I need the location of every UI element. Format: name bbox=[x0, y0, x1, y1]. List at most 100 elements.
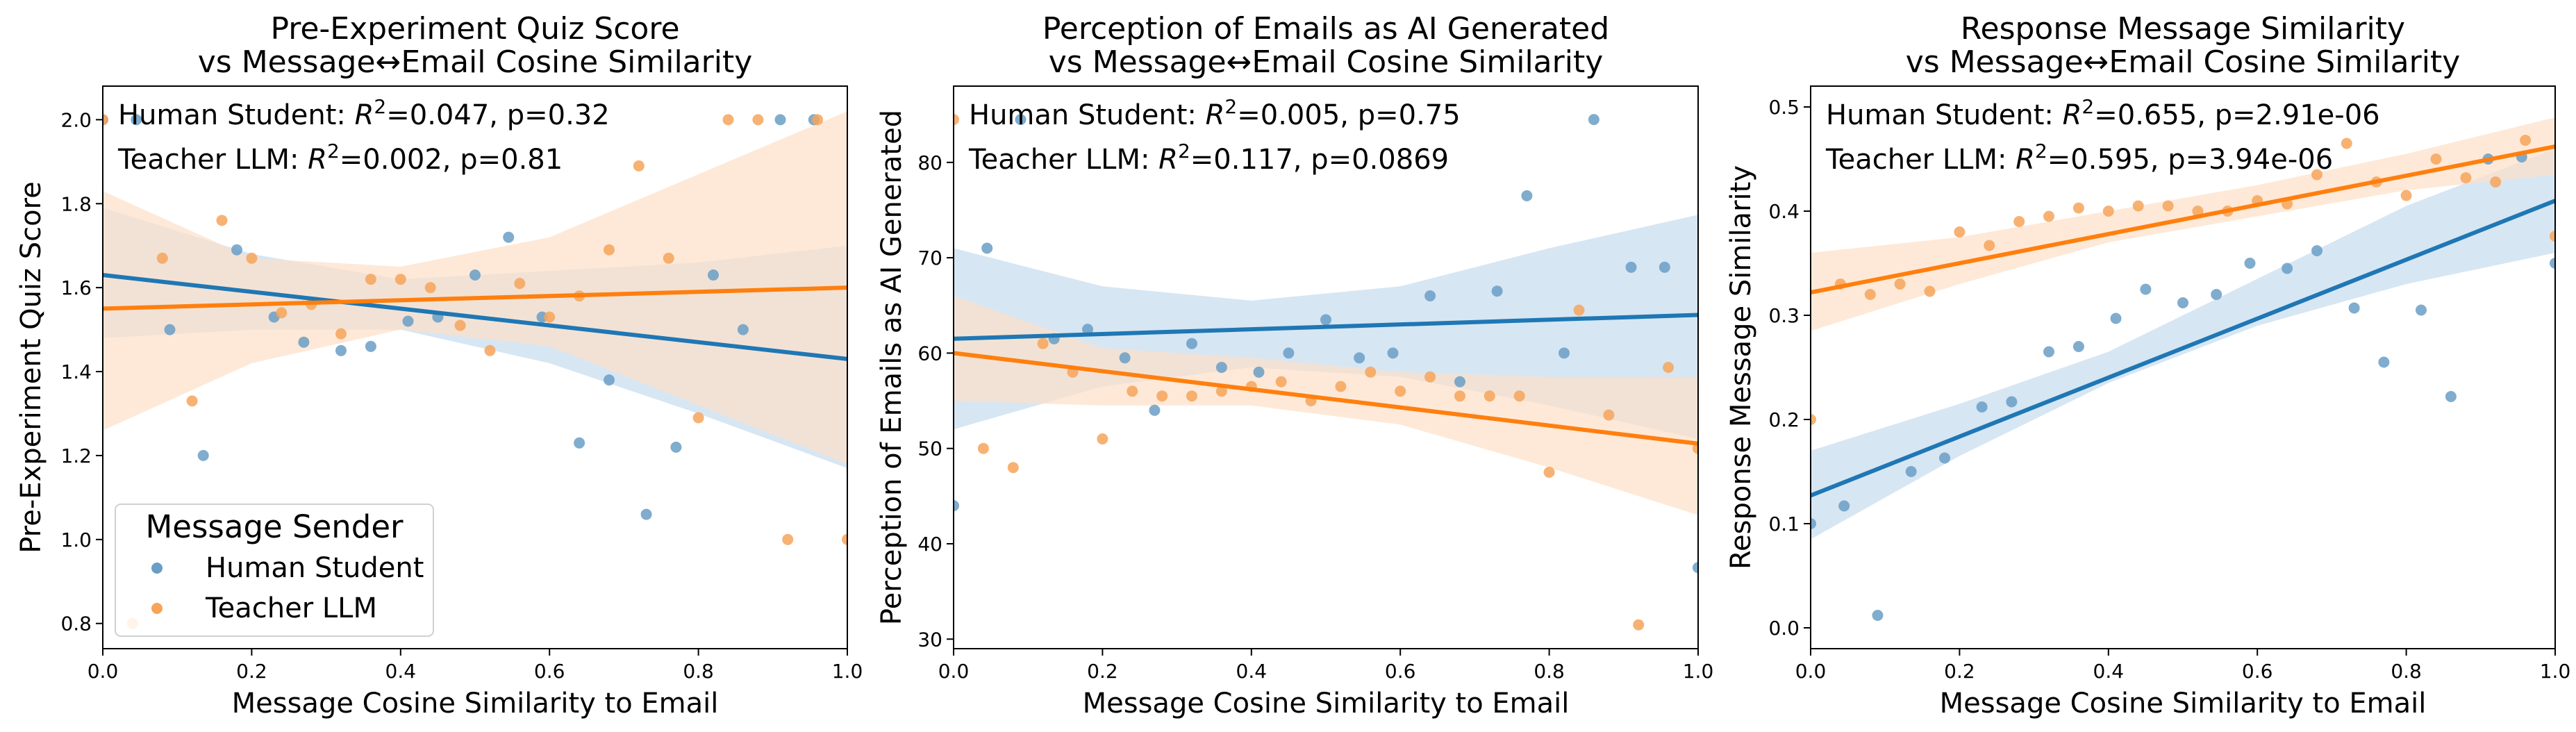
y-tick-label: 60 bbox=[917, 342, 942, 365]
x-tick-label: 0.2 bbox=[236, 660, 267, 683]
legend-label-teacher-llm: Teacher LLM bbox=[205, 592, 377, 624]
scatter-point-teacher-llm bbox=[2162, 200, 2174, 212]
y-tick-label: 2.0 bbox=[60, 108, 92, 131]
y-tick-label: 1.2 bbox=[60, 444, 92, 467]
scatter-point-teacher-llm bbox=[186, 395, 198, 407]
scatter-point-human-student bbox=[1253, 366, 1265, 378]
x-tick-label: 0.6 bbox=[1385, 660, 1416, 683]
regression-line-teacher-llm bbox=[954, 351, 1698, 446]
annotation-human-student: Human Student: R2=0.047, p=0.32 bbox=[118, 95, 610, 131]
scatter-point-human-student bbox=[1588, 114, 1599, 126]
scatter-point-human-student bbox=[470, 269, 481, 281]
x-tick-label: 0.8 bbox=[683, 660, 714, 683]
y-axis-label: Perception of Emails as AI Generated bbox=[876, 110, 908, 625]
scatter-point-teacher-llm bbox=[156, 252, 168, 264]
scatter-point-teacher-llm bbox=[103, 114, 108, 126]
scatter-point-teacher-llm bbox=[842, 533, 847, 545]
scatter-point-human-student bbox=[1872, 610, 1884, 621]
scatter-point-teacher-llm bbox=[1037, 338, 1049, 349]
x-tick-label: 0.8 bbox=[1534, 660, 1565, 683]
axes-frame bbox=[102, 85, 848, 649]
scatter-point-human-student bbox=[604, 374, 615, 386]
scatter-point-teacher-llm bbox=[1215, 385, 1227, 397]
scatter-point-teacher-llm bbox=[1395, 385, 1406, 397]
scatter-point-human-student bbox=[1811, 518, 1816, 529]
scatter-point-human-student bbox=[2378, 356, 2390, 368]
scatter-point-human-student bbox=[335, 344, 347, 356]
scatter-point-teacher-llm bbox=[1484, 390, 1495, 402]
scatter-point-teacher-llm bbox=[2102, 206, 2114, 217]
scatter-point-human-student bbox=[2110, 313, 2122, 324]
scatter-point-teacher-llm bbox=[454, 319, 466, 331]
scatter-point-teacher-llm bbox=[1513, 390, 1525, 402]
legend-box bbox=[115, 504, 434, 637]
plot-marks bbox=[103, 111, 847, 629]
regression-line-human-student bbox=[954, 313, 1698, 341]
scatter-point-human-student bbox=[231, 244, 242, 256]
scatter-point-human-student bbox=[574, 437, 585, 449]
y-axis-label: Pre-Experiment Quiz Score bbox=[15, 181, 47, 554]
legend-label-human-student: Human Student bbox=[206, 552, 424, 584]
scatter-point-human-student bbox=[1693, 562, 1698, 574]
regression-line-teacher-llm bbox=[1811, 144, 2555, 294]
scatter-point-teacher-llm bbox=[782, 533, 794, 545]
scatter-point-human-student bbox=[1015, 114, 1027, 126]
scatter-point-teacher-llm bbox=[1543, 467, 1555, 478]
scatter-point-teacher-llm bbox=[1365, 366, 1377, 378]
x-tick-label: 0.6 bbox=[2242, 660, 2273, 683]
y-tick-label: 80 bbox=[917, 151, 942, 174]
scatter-point-teacher-llm bbox=[1275, 376, 1287, 388]
scatter-point-human-student bbox=[1559, 347, 1570, 359]
scatter-point-human-student bbox=[1387, 347, 1399, 359]
x-tick-label: 0.4 bbox=[2093, 660, 2125, 683]
scatter-point-teacher-llm bbox=[335, 328, 347, 340]
scatter-point-teacher-llm bbox=[216, 215, 228, 226]
legend-marker-human-student bbox=[151, 563, 163, 574]
scatter-point-human-student bbox=[1149, 404, 1161, 416]
scatter-point-teacher-llm bbox=[1984, 240, 1995, 251]
scatter-point-human-student bbox=[2072, 341, 2084, 352]
chart-title-line1: Response Message Similarity bbox=[1961, 11, 2405, 47]
scatter-point-human-student bbox=[2140, 283, 2152, 295]
scatter-point-teacher-llm bbox=[1924, 285, 1936, 297]
scatter-point-human-student bbox=[2211, 289, 2222, 300]
scatter-point-human-student bbox=[1320, 314, 1331, 326]
scatter-point-teacher-llm bbox=[1811, 414, 1816, 425]
x-tick-label: 1.0 bbox=[832, 660, 863, 683]
scatter-point-human-student bbox=[365, 340, 376, 352]
scatter-point-teacher-llm bbox=[514, 278, 526, 290]
y-tick-label: 0.3 bbox=[1768, 304, 1800, 327]
scatter-point-human-student bbox=[2348, 302, 2360, 314]
scatter-point-teacher-llm bbox=[2400, 190, 2412, 201]
scatter-point-human-student bbox=[298, 336, 310, 348]
scatter-point-teacher-llm bbox=[1663, 362, 1675, 373]
scatter-point-teacher-llm bbox=[2072, 202, 2084, 214]
annotation-teacher-llm: Teacher LLM: R2=0.002, p=0.81 bbox=[117, 140, 563, 176]
scatter-point-teacher-llm bbox=[1894, 278, 1906, 290]
scatter-point-teacher-llm bbox=[1335, 381, 1347, 392]
scatter-point-teacher-llm bbox=[1693, 442, 1698, 454]
scatter-point-human-student bbox=[708, 269, 719, 281]
scatter-point-human-student bbox=[2282, 263, 2293, 274]
annotation-human-student: Human Student: R2=0.655, p=2.91e-06 bbox=[1826, 95, 2380, 131]
scatter-point-teacher-llm bbox=[484, 344, 496, 356]
y-tick-label: 40 bbox=[917, 533, 942, 556]
scatter-point-human-student bbox=[2177, 297, 2188, 308]
scatter-point-teacher-llm bbox=[365, 274, 376, 285]
chart-title-line1: Pre-Experiment Quiz Score bbox=[270, 11, 679, 47]
scatter-point-teacher-llm bbox=[1156, 390, 1168, 402]
scatter-point-teacher-llm bbox=[1954, 226, 1966, 238]
annotation-teacher-llm: Teacher LLM: R2=0.117, p=0.0869 bbox=[968, 140, 1449, 176]
scatter-point-teacher-llm bbox=[2311, 169, 2322, 181]
scatter-point-human-student bbox=[402, 315, 414, 327]
scatter-point-teacher-llm bbox=[2341, 138, 2352, 149]
scatter-point-teacher-llm bbox=[752, 114, 764, 126]
scatter-point-teacher-llm bbox=[2043, 210, 2054, 222]
y-tick-label: 0.0 bbox=[1768, 617, 1800, 640]
legend: Message Sender Human Student Teacher LLM bbox=[115, 504, 434, 637]
scatter-point-human-student bbox=[1082, 324, 1093, 335]
annotation-human-student: Human Student: R2=0.005, p=0.75 bbox=[969, 95, 1461, 131]
scatter-point-teacher-llm bbox=[2013, 216, 2025, 227]
scatter-point-teacher-llm bbox=[544, 311, 556, 323]
